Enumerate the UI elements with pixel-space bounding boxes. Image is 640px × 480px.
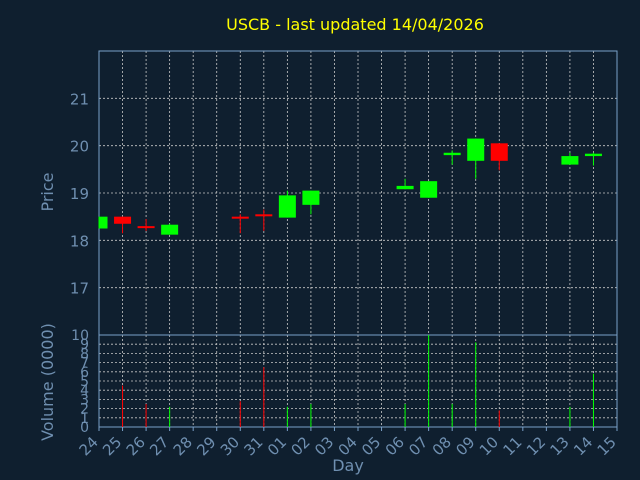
volume-tick-label: 9 (80, 337, 89, 353)
x-tick-label: 07 (405, 433, 431, 459)
volume-tick-label: 2 (80, 402, 89, 418)
x-tick-label: 13 (547, 433, 573, 459)
x-tick-label: 29 (193, 433, 219, 459)
price-tick-label: 19 (70, 185, 89, 203)
candle-body-07 (420, 181, 438, 198)
volume-tick-label: 6 (80, 365, 89, 381)
x-tick-label: 01 (264, 433, 290, 459)
x-tick-label: 31 (240, 433, 266, 459)
candle-body-24 (99, 216, 108, 229)
candle-body-08 (443, 152, 461, 156)
x-tick-label: 25 (99, 433, 125, 459)
price-tick-label: 20 (70, 138, 89, 156)
candle-body-27 (161, 224, 179, 235)
x-tick-label: 08 (429, 433, 455, 459)
candle-body-25 (114, 216, 132, 224)
x-tick-label: 11 (499, 433, 525, 459)
x-tick-label: 02 (288, 433, 314, 459)
volume-tick-label: 1 (80, 411, 89, 427)
x-axis-label: Day (332, 456, 364, 475)
candle-body-02 (302, 190, 320, 205)
chart-title: USCB - last updated 14/04/2026 (226, 15, 484, 34)
y-axis-label: Price (38, 172, 57, 211)
volume-tick-label: 5 (80, 374, 89, 390)
x-tick-label: 26 (123, 433, 149, 459)
volume-tick-label: 10 (71, 328, 89, 344)
volume-axis-label: Volume (0000) (38, 323, 57, 441)
candle-body-26 (137, 226, 155, 229)
price-tick-label: 21 (70, 90, 89, 108)
x-tick-label: 24 (76, 433, 102, 459)
x-tick-label: 27 (146, 433, 172, 459)
x-tick-label: 06 (382, 433, 408, 459)
x-tick-label: 12 (523, 433, 549, 459)
x-tick-label: 28 (170, 433, 196, 459)
volume-tick-label: 0 (80, 420, 89, 436)
price-panel: 17 18 19 20 21 (70, 50, 618, 336)
x-tick-label: 10 (476, 433, 502, 459)
candle-body-13 (561, 156, 579, 165)
candle-body-31 (255, 214, 273, 217)
x-axis: 2425262728293031010203040506070809101112… (76, 427, 620, 459)
candle-body-14 (584, 153, 602, 157)
x-tick-label: 15 (594, 433, 620, 459)
volume-tick-label: 4 (80, 383, 89, 399)
candle-body-06 (396, 185, 414, 190)
volume-tick-label: 3 (80, 392, 89, 408)
volume-tick-label: 7 (80, 356, 89, 372)
candle-body-01 (278, 195, 296, 218)
candle-body-10 (490, 143, 508, 161)
price-tick-label: 17 (70, 280, 89, 298)
x-tick-label: 14 (570, 433, 596, 459)
price-tick-label: 18 (70, 232, 89, 250)
candle-body-30 (231, 216, 249, 219)
volume-tick-label: 8 (80, 346, 89, 362)
x-tick-label: 30 (217, 433, 243, 459)
x-tick-label: 09 (452, 433, 478, 459)
candle-body-09 (467, 138, 485, 161)
